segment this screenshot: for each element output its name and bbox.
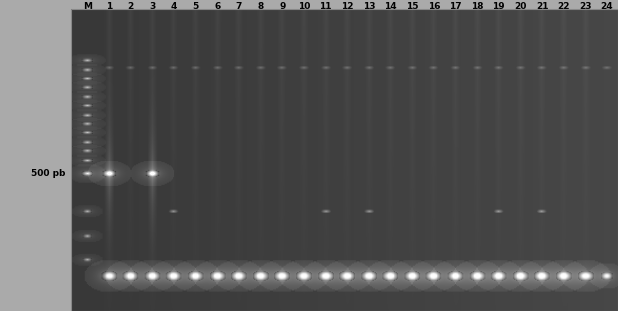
Text: 14: 14 bbox=[384, 2, 397, 11]
Text: 21: 21 bbox=[536, 2, 548, 11]
Text: M: M bbox=[83, 2, 92, 11]
Text: 23: 23 bbox=[579, 2, 591, 11]
Text: 11: 11 bbox=[320, 2, 332, 11]
Text: 17: 17 bbox=[449, 2, 462, 11]
Text: 13: 13 bbox=[363, 2, 375, 11]
Text: 4: 4 bbox=[171, 2, 177, 11]
Text: 7: 7 bbox=[236, 2, 242, 11]
Text: 18: 18 bbox=[471, 2, 483, 11]
Text: 15: 15 bbox=[406, 2, 418, 11]
Text: 24: 24 bbox=[601, 2, 614, 11]
Text: 2: 2 bbox=[128, 2, 134, 11]
Text: 5: 5 bbox=[193, 2, 199, 11]
Text: 6: 6 bbox=[214, 2, 221, 11]
Text: 3: 3 bbox=[150, 2, 156, 11]
Text: 10: 10 bbox=[298, 2, 310, 11]
Text: 20: 20 bbox=[514, 2, 527, 11]
Text: 1: 1 bbox=[106, 2, 112, 11]
Bar bbox=[71, 9, 618, 311]
Text: 19: 19 bbox=[493, 2, 505, 11]
Text: 16: 16 bbox=[428, 2, 440, 11]
Text: 12: 12 bbox=[341, 2, 353, 11]
Text: 9: 9 bbox=[279, 2, 286, 11]
Text: 500 pb: 500 pb bbox=[30, 169, 65, 178]
Text: 22: 22 bbox=[557, 2, 570, 11]
Text: 8: 8 bbox=[258, 2, 264, 11]
